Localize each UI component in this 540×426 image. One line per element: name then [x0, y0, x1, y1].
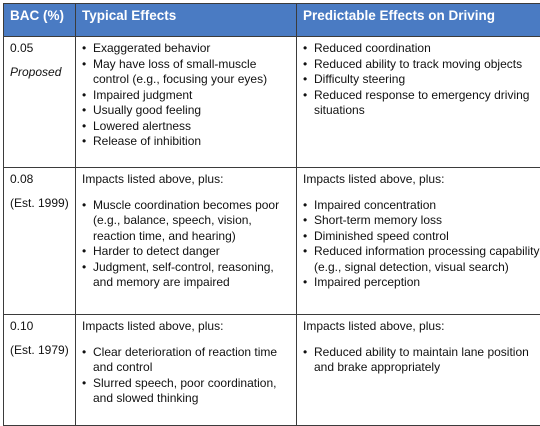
- bac-value: 0.08: [10, 172, 69, 188]
- bac-effects-table: BAC (%) Typical Effects Predictable Effe…: [3, 3, 540, 426]
- list-item: Slurred speech, poor coordination, and s…: [82, 376, 290, 407]
- list-item: Reduced response to emergency driving si…: [303, 88, 540, 119]
- typical-effects-cell: Exaggerated behaviorMay have loss of sma…: [76, 37, 297, 168]
- list-item: Reduced ability to track moving objects: [303, 57, 540, 73]
- list-item: Clear deterioration of reaction time and…: [82, 345, 290, 376]
- driving-effects-list: Reduced coordinationReduced ability to t…: [303, 41, 540, 119]
- list-item: Harder to detect danger: [82, 244, 290, 260]
- list-item: May have loss of small-muscle control (e…: [82, 57, 290, 88]
- driving-effects-list: Impaired concentrationShort-term memory …: [303, 198, 540, 291]
- list-item: Impaired judgment: [82, 88, 290, 104]
- bac-cell: 0.10 (Est. 1979): [4, 315, 76, 426]
- header-row: BAC (%) Typical Effects Predictable Effe…: [4, 4, 540, 37]
- bac-value: 0.05: [10, 41, 69, 57]
- driving-effects-cell: Impacts listed above, plus: Impaired con…: [297, 168, 540, 315]
- typical-effects-list: Muscle coordination becomes poor (e.g., …: [82, 198, 290, 291]
- table-row: 0.08 (Est. 1999) Impacts listed above, p…: [4, 168, 540, 315]
- header-driving-effects: Predictable Effects on Driving: [297, 4, 540, 37]
- table-row: 0.05 Proposed Exaggerated behaviorMay ha…: [4, 37, 540, 168]
- list-item: Reduced ability to maintain lane positio…: [303, 345, 540, 376]
- bac-cell: 0.05 Proposed: [4, 37, 76, 168]
- driving-effects-cell: Reduced coordinationReduced ability to t…: [297, 37, 540, 168]
- list-item: Impaired perception: [303, 275, 540, 291]
- bac-note: (Est. 1979): [10, 343, 69, 359]
- driving-intro: Impacts listed above, plus:: [303, 319, 540, 335]
- header-bac: BAC (%): [4, 4, 76, 37]
- list-item: Difficulty steering: [303, 72, 540, 88]
- typical-intro: Impacts listed above, plus:: [82, 172, 290, 188]
- driving-effects-cell: Impacts listed above, plus: Reduced abil…: [297, 315, 540, 426]
- list-item: Muscle coordination becomes poor (e.g., …: [82, 198, 290, 245]
- list-item: Lowered alertness: [82, 119, 290, 135]
- bac-value: 0.10: [10, 319, 69, 335]
- bac-note: (Est. 1999): [10, 196, 69, 212]
- typical-effects-cell: Impacts listed above, plus: Clear deteri…: [76, 315, 297, 426]
- typical-effects-list: Exaggerated behaviorMay have loss of sma…: [82, 41, 290, 150]
- list-item: Release of inhibition: [82, 134, 290, 150]
- list-item: Diminished speed control: [303, 229, 540, 245]
- list-item: Impaired concentration: [303, 198, 540, 214]
- bac-effects-table-container: BAC (%) Typical Effects Predictable Effe…: [3, 3, 536, 411]
- list-item: Judgment, self-control, reasoning, and m…: [82, 260, 290, 291]
- list-item: Exaggerated behavior: [82, 41, 290, 57]
- driving-intro: Impacts listed above, plus:: [303, 172, 540, 188]
- driving-effects-list: Reduced ability to maintain lane positio…: [303, 345, 540, 376]
- typical-effects-list: Clear deterioration of reaction time and…: [82, 345, 290, 407]
- bac-cell: 0.08 (Est. 1999): [4, 168, 76, 315]
- header-typical-effects: Typical Effects: [76, 4, 297, 37]
- list-item: Reduced information processing capabilit…: [303, 244, 540, 275]
- list-item: Usually good feeling: [82, 103, 290, 119]
- table-row: 0.10 (Est. 1979) Impacts listed above, p…: [4, 315, 540, 426]
- typical-effects-cell: Impacts listed above, plus: Muscle coord…: [76, 168, 297, 315]
- list-item: Short-term memory loss: [303, 213, 540, 229]
- list-item: Reduced coordination: [303, 41, 540, 57]
- typical-intro: Impacts listed above, plus:: [82, 319, 290, 335]
- bac-note: Proposed: [10, 65, 69, 81]
